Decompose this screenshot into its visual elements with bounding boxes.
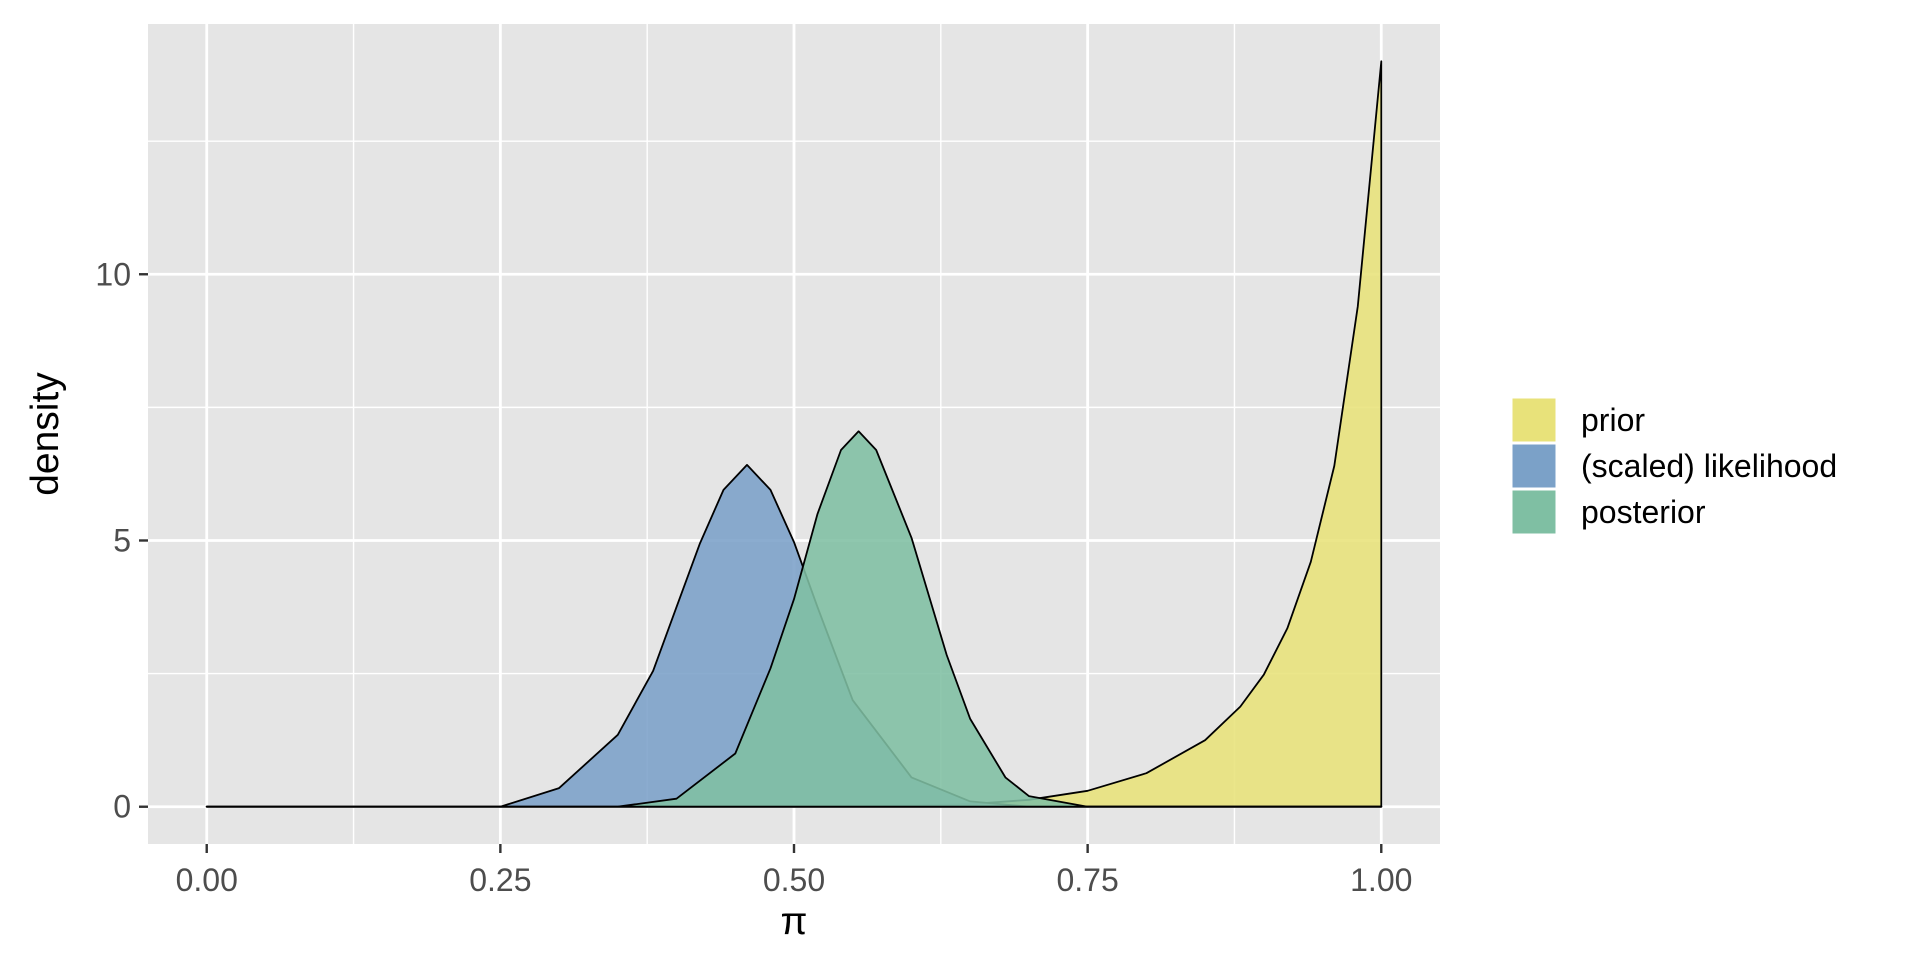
x-tick-label: 0.75 xyxy=(1056,862,1118,898)
x-tick-label: 0.00 xyxy=(176,862,238,898)
legend-key-2 xyxy=(1511,489,1557,535)
series-area-2 xyxy=(205,430,1383,808)
y-tick-label: 0 xyxy=(113,789,131,825)
x-axis-title: π xyxy=(781,900,808,943)
y-tick-label: 10 xyxy=(95,256,131,292)
legend: prior (scaled) likelihood posterior xyxy=(1511,397,1837,535)
x-tick-label: 0.50 xyxy=(763,862,825,898)
legend-label-0: prior xyxy=(1581,402,1645,438)
legend-key-1 xyxy=(1511,443,1557,489)
y-axis-title: density xyxy=(24,372,67,496)
legend-label-2: posterior xyxy=(1581,494,1706,530)
x-tick-label: 0.25 xyxy=(469,862,531,898)
legend-key-0 xyxy=(1511,397,1557,443)
y-tick-label: 5 xyxy=(113,522,131,558)
tick-labels: 0.00 0.25 0.50 0.75 1.00 0 5 10 xyxy=(95,256,1412,898)
legend-label-1: (scaled) likelihood xyxy=(1581,448,1837,484)
series-areas xyxy=(205,60,1383,808)
axis-ticks xyxy=(139,273,1383,853)
x-tick-label: 1.00 xyxy=(1350,862,1412,898)
